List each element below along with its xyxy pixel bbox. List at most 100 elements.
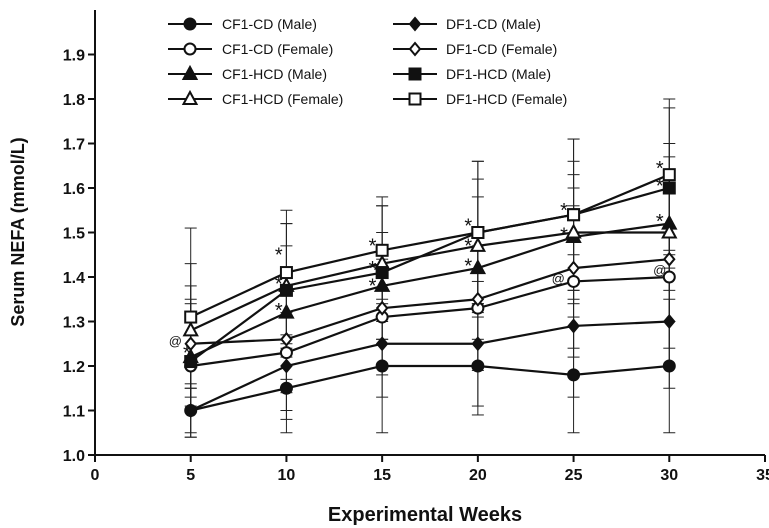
y-tick-label: 1.5 bbox=[63, 226, 85, 243]
x-axis-label: Experimental Weeks bbox=[328, 504, 522, 526]
significance-star: * bbox=[275, 273, 283, 295]
y-tick-label: 1.8 bbox=[63, 92, 85, 109]
legend-label: DF1-CD (Female) bbox=[446, 41, 557, 57]
data-point bbox=[469, 236, 487, 252]
series-line bbox=[190, 222, 670, 359]
data-point bbox=[182, 321, 199, 337]
y-tick-label: 1.7 bbox=[63, 137, 85, 154]
series-line bbox=[190, 186, 670, 363]
data-point bbox=[471, 226, 485, 239]
x-tick-label: 0 bbox=[91, 467, 100, 484]
data-point bbox=[662, 270, 676, 284]
data-point bbox=[662, 168, 676, 182]
significance-star: * bbox=[275, 245, 283, 267]
legend-marker bbox=[408, 67, 422, 81]
legend-entry: CF1-CD (Female) bbox=[168, 41, 333, 57]
error-bars-layer bbox=[184, 98, 676, 438]
legend-entry: DF1-HCD (Male) bbox=[393, 66, 551, 82]
legend-entry: DF1-HCD (Female) bbox=[393, 91, 567, 107]
data-point bbox=[375, 266, 389, 280]
legend-label: CF1-HCD (Female) bbox=[222, 91, 343, 107]
data-point bbox=[280, 358, 293, 374]
data-point bbox=[184, 336, 198, 352]
data-point bbox=[662, 359, 676, 373]
significance-star: * bbox=[183, 342, 191, 364]
significance-star: * bbox=[369, 258, 377, 280]
data-point bbox=[279, 381, 293, 395]
series-line bbox=[190, 320, 670, 412]
legend-entry: CF1-HCD (Female) bbox=[168, 89, 343, 107]
significance-star: * bbox=[464, 256, 472, 278]
legend-label: DF1-CD (Male) bbox=[446, 16, 541, 32]
data-point bbox=[567, 208, 581, 222]
y-tick-label: 1.9 bbox=[63, 48, 85, 65]
data-point bbox=[278, 303, 295, 319]
significance-star: * bbox=[464, 236, 472, 258]
y-tick-label: 1.3 bbox=[63, 315, 85, 332]
significance-star: * bbox=[369, 276, 377, 298]
y-axis-label: Serum NEFA (mmol/L) bbox=[8, 137, 28, 326]
legend-label: CF1-CD (Female) bbox=[222, 41, 333, 57]
significance-star: * bbox=[656, 158, 664, 180]
series-line bbox=[190, 231, 670, 332]
data-point bbox=[375, 359, 389, 373]
data-point bbox=[567, 368, 581, 382]
data-point bbox=[375, 336, 389, 352]
legend-label: CF1-HCD (Male) bbox=[222, 66, 327, 82]
significance-at: @ bbox=[653, 262, 666, 277]
x-tick-label: 5 bbox=[186, 467, 195, 484]
data-point bbox=[469, 259, 487, 275]
legend-marker bbox=[183, 42, 197, 56]
series-line bbox=[190, 275, 670, 368]
data-point bbox=[184, 402, 198, 419]
series-lines-layer bbox=[190, 173, 670, 412]
significance-at: @ bbox=[169, 334, 182, 349]
legend-label: CF1-CD (Male) bbox=[222, 16, 317, 32]
x-tick-label: 35 bbox=[756, 467, 769, 484]
y-tick-label: 1.4 bbox=[63, 270, 85, 287]
y-tick-label: 1.6 bbox=[63, 181, 85, 198]
series-line bbox=[190, 173, 670, 319]
data-point bbox=[662, 181, 676, 195]
significance-star: * bbox=[275, 300, 283, 322]
series-line bbox=[190, 364, 670, 412]
markers-layer bbox=[182, 168, 678, 419]
data-point bbox=[280, 331, 293, 347]
legend-entry: CF1-CD (Male) bbox=[168, 16, 317, 32]
legend-entry: CF1-HCD (Male) bbox=[168, 64, 327, 82]
data-point bbox=[661, 223, 678, 239]
data-point bbox=[279, 266, 293, 280]
legend-label: DF1-HCD (Male) bbox=[446, 66, 551, 82]
x-tick-label: 25 bbox=[565, 467, 583, 484]
significance-star: * bbox=[560, 225, 568, 247]
data-point bbox=[375, 300, 389, 316]
axes-layer: 1.0 1.1 1.2 1.3 1.4 1.5 1.6 1.7 1.8 1.9 0 5 10 15 20 25… bbox=[63, 10, 769, 484]
legend-entry: DF1-CD (Female) bbox=[393, 41, 557, 57]
legend-marker bbox=[408, 92, 422, 106]
x-tick-label: 30 bbox=[660, 467, 678, 484]
data-point bbox=[567, 318, 580, 334]
significance-star: * bbox=[464, 216, 472, 238]
significance-at: @ bbox=[552, 271, 565, 286]
legend-entry: DF1-CD (Male) bbox=[393, 16, 541, 32]
y-tick-label: 1.1 bbox=[63, 404, 85, 421]
data-point bbox=[375, 243, 389, 257]
legend-label: DF1-HCD (Female) bbox=[446, 91, 567, 107]
data-point bbox=[184, 310, 198, 324]
legend-marker bbox=[408, 16, 422, 32]
significance-star: * bbox=[369, 236, 377, 258]
data-point bbox=[471, 359, 485, 373]
x-tick-label: 15 bbox=[373, 467, 391, 484]
legend-marker bbox=[183, 17, 197, 31]
data-point bbox=[565, 223, 582, 239]
significance-star: * bbox=[656, 176, 664, 198]
data-point bbox=[567, 274, 581, 288]
x-tick-label: 10 bbox=[278, 467, 296, 484]
annotations-layer: *@***********@***@ bbox=[169, 158, 667, 365]
legend-marker bbox=[181, 64, 199, 80]
data-point bbox=[373, 276, 391, 292]
data-point bbox=[279, 346, 293, 360]
significance-star: * bbox=[560, 200, 568, 222]
